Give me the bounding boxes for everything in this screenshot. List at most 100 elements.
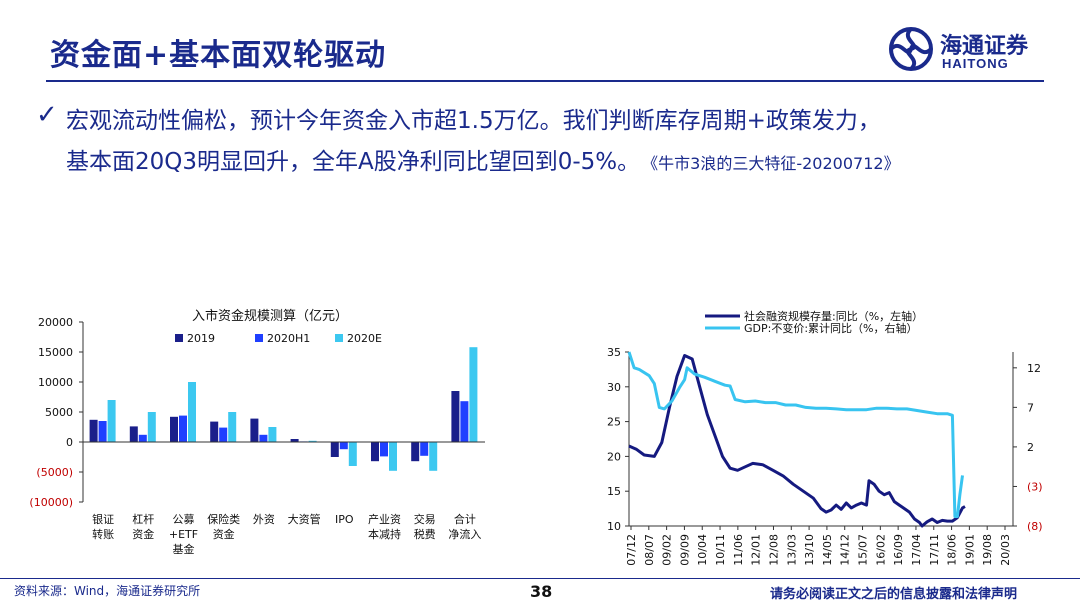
chart2-x-tick-label: 17/04 [910, 534, 923, 566]
chart1-legend-swatch [335, 334, 343, 342]
chart2-left-tick-label: 35 [607, 346, 621, 359]
chart1-x-tick-label: 交易 [414, 512, 436, 526]
chart1-bar-2019 [371, 442, 379, 462]
chart1-bar-2020h1 [138, 434, 147, 442]
chart1-bar-2020h1 [219, 427, 228, 442]
chart1-x-tick-label: 合计 [454, 512, 476, 526]
chart1-bar-2019 [210, 421, 219, 442]
chart1-x-tick-label: 转账 [92, 527, 114, 541]
chart1-bar-2020e [228, 412, 237, 442]
chart2-x-tick-label: 12/01 [750, 534, 763, 566]
bullet-line-1: 宏观流动性偏松，预计今年资金入市超1.5万亿。我们判断库存周期+政策发力， [66, 108, 881, 134]
chart2-series-line-gdp [627, 351, 964, 518]
chart1-bar-2019 [330, 442, 339, 457]
chart1-bar-2019 [451, 391, 460, 442]
report-reference: 《牛市3浪的三大特征-20200712》 [650, 154, 900, 173]
chart1-bar-2019 [250, 418, 259, 442]
chart2-right-tick-label: (3) [1027, 480, 1043, 493]
chart2-x-tick-label: 13/03 [785, 534, 798, 566]
chart1-bar-2019 [89, 419, 98, 442]
chart2-legend-label: 社会融资规模存量:同比（%，左轴） [744, 309, 923, 323]
chart2-x-tick-label: 19/01 [963, 534, 976, 566]
chart1-y-tick-label: (10000) [29, 496, 73, 509]
chart1-bar-2020e [268, 427, 277, 442]
chart1-bar-2020h1 [420, 442, 429, 456]
chart1-bar-2020e [308, 440, 317, 442]
chart1-y-tick-label: (5000) [36, 466, 73, 479]
chart1-bar-2019 [170, 416, 178, 442]
chart1-bar-2019 [290, 439, 299, 442]
chart1-bar-2020e [107, 400, 116, 442]
chart1-x-tick-label: 资金 [213, 527, 235, 541]
chart2-x-tick-label: 14/05 [821, 534, 834, 566]
haitong-logo: 海通证券 HAITONG [888, 26, 1048, 76]
chart2-x-tick-label: 08/07 [643, 534, 656, 566]
bullet-line-2-text: 基本面20Q3明显回升，全年A股净利同比望回到0-5%。 [66, 149, 641, 175]
chart2-right-tick-label: 12 [1027, 362, 1041, 375]
chart1-x-tick-label: 产业资 [368, 512, 401, 526]
chart1-x-tick-label: 基金 [173, 542, 195, 556]
chart2-x-tick-label: 11/06 [732, 534, 745, 566]
chart1-x-tick-label: 大资管 [288, 512, 321, 526]
chart1-x-tick-label: 净流入 [448, 527, 481, 541]
chart2-x-tick-label: 14/12 [839, 534, 852, 566]
chart1-x-tick-label: 银证 [92, 512, 114, 526]
chart1-legend-swatch [255, 334, 263, 342]
chart1-bar-2020e [147, 412, 156, 442]
line-chart-tsf-gdp: 35 30 25 20 15 10 12 7 2 (3) (8) 07/12 08/07 09/02 09/… [607, 309, 1043, 566]
chart2-left-tick-label: 15 [607, 485, 621, 498]
chart1-legend-label: 2020E [347, 332, 382, 345]
chart2-left-tick-label: 30 [607, 381, 621, 394]
chart2-left-tick-label: 10 [607, 520, 621, 533]
chart1-x-tick-label: +ETF [169, 528, 198, 541]
chart2-x-tick-label: 09/09 [678, 534, 691, 566]
chart1-bar-2020h1 [259, 434, 268, 442]
chart2-x-tick-label: 09/02 [661, 534, 674, 566]
chart2-right-tick-label: 2 [1027, 441, 1034, 454]
chart1-y-tick-label: 5000 [45, 406, 73, 419]
chart1-x-tick-label: 外资 [253, 513, 275, 526]
footer-disclaimer: 请务必阅读正文之后的信息披露和法律声明 [770, 587, 1018, 602]
chart1-x-tick-label: 保险类 [207, 512, 240, 526]
chart2-right-tick-label: 7 [1027, 401, 1034, 414]
chart1-legend-swatch [175, 334, 183, 342]
chart1-bar-2020e [469, 347, 478, 442]
chart1-bar-2020h1 [179, 415, 187, 442]
chart1-bar-2020e [348, 442, 357, 466]
chart2-series-line-tsf [628, 354, 966, 528]
chart2-x-tick-label: 15/07 [857, 534, 870, 566]
logo-en-text: HAITONG [942, 56, 1009, 71]
chart2-x-tick-label: 16/09 [892, 534, 905, 566]
chart2-left-tick-label: 25 [607, 416, 621, 429]
page-title: 资金面+基本面双轮驱动 [50, 38, 387, 73]
chart2-x-tick-label: 07/12 [625, 534, 638, 566]
chart1-bar-2019 [129, 426, 138, 442]
check-icon: ✓ [36, 100, 58, 130]
chart1-bar-2020e [389, 442, 397, 471]
haitong-emblem-icon [889, 27, 933, 71]
chart1-y-tick-label: 15000 [38, 346, 73, 359]
chart1-y-tick-label: 0 [66, 436, 73, 449]
chart1-x-tick-label: 资金 [132, 527, 154, 541]
chart2-x-tick-label: 10/11 [714, 534, 727, 566]
chart1-x-tick-label: 杠杆 [132, 512, 154, 526]
chart1-bar-2020h1 [460, 401, 469, 442]
chart1-legend-label: 2020H1 [267, 332, 310, 345]
chart2-x-tick-label: 13/10 [803, 534, 816, 566]
chart1-bar-2020h1 [98, 421, 107, 442]
title-underline [46, 80, 1044, 82]
chart1-bar-2020e [188, 382, 196, 442]
page-number: 38 [530, 582, 553, 601]
chart2-right-tick-label: (8) [1027, 520, 1043, 533]
chart1-bar-2020h1 [339, 442, 348, 450]
chart1-x-tick-label: 税费 [414, 527, 436, 541]
chart1-bar-2019 [411, 442, 420, 462]
chart1-y-tick-label: 10000 [38, 376, 73, 389]
chart2-x-tick-label: 20/03 [999, 534, 1012, 566]
chart1-title: 入市资金规模测算（亿元） [192, 308, 348, 324]
chart1-legend-label: 2019 [187, 332, 215, 345]
footer-divider [0, 578, 1080, 579]
chart1-bar-2020h1 [380, 442, 388, 457]
chart2-x-tick-label: 18/06 [946, 534, 959, 566]
